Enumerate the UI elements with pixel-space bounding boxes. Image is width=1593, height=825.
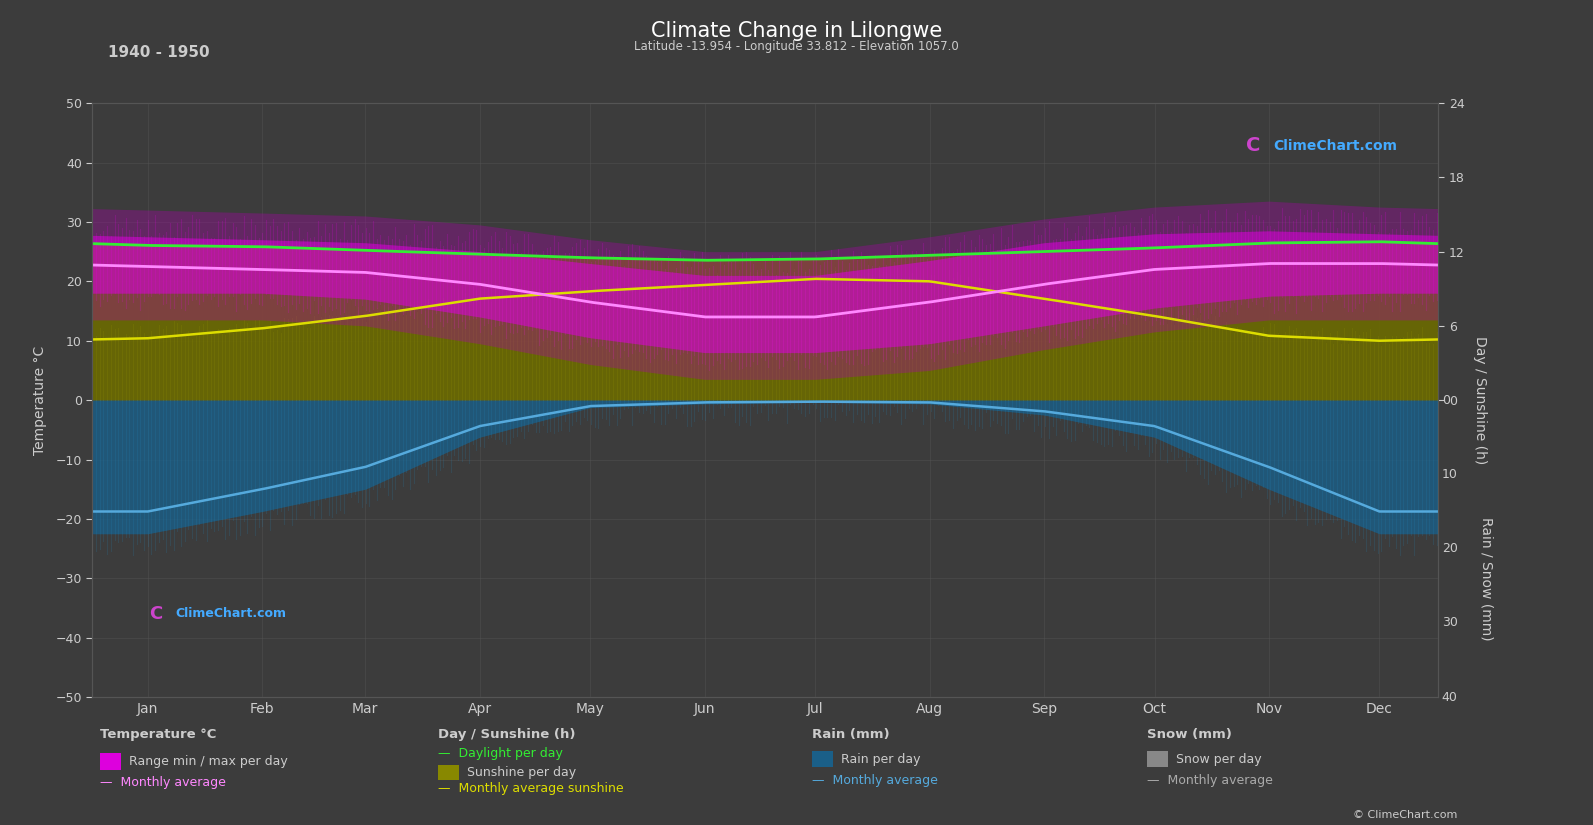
- Text: —  Monthly average: — Monthly average: [812, 774, 938, 787]
- Text: 30: 30: [1442, 616, 1458, 629]
- Text: Range min / max per day: Range min / max per day: [129, 755, 288, 768]
- Text: C: C: [148, 605, 162, 623]
- Text: ClimeChart.com: ClimeChart.com: [1273, 139, 1397, 153]
- Text: Rain / Snow (mm): Rain / Snow (mm): [1480, 516, 1493, 640]
- Text: Rain per day: Rain per day: [841, 752, 921, 766]
- Y-axis label: Day / Sunshine (h): Day / Sunshine (h): [1474, 336, 1486, 464]
- Text: Snow per day: Snow per day: [1176, 752, 1262, 766]
- Text: Climate Change in Lilongwe: Climate Change in Lilongwe: [652, 21, 941, 40]
- Text: 10: 10: [1442, 468, 1458, 481]
- Text: —  Monthly average: — Monthly average: [100, 776, 226, 790]
- Text: © ClimeChart.com: © ClimeChart.com: [1352, 810, 1458, 820]
- Text: Temperature °C: Temperature °C: [100, 728, 217, 742]
- Text: Rain (mm): Rain (mm): [812, 728, 890, 742]
- Text: Latitude -13.954 - Longitude 33.812 - Elevation 1057.0: Latitude -13.954 - Longitude 33.812 - El…: [634, 40, 959, 53]
- Text: Snow (mm): Snow (mm): [1147, 728, 1231, 742]
- Text: 1940 - 1950: 1940 - 1950: [108, 45, 210, 60]
- Text: Sunshine per day: Sunshine per day: [467, 766, 577, 779]
- Text: —  Monthly average sunshine: — Monthly average sunshine: [438, 782, 624, 795]
- Y-axis label: Temperature °C: Temperature °C: [33, 346, 48, 455]
- Text: 40: 40: [1442, 691, 1458, 704]
- Text: 20: 20: [1442, 542, 1458, 555]
- Text: ClimeChart.com: ClimeChart.com: [175, 607, 287, 620]
- Text: Day / Sunshine (h): Day / Sunshine (h): [438, 728, 575, 742]
- Text: C: C: [1246, 136, 1260, 155]
- Text: —  Daylight per day: — Daylight per day: [438, 747, 562, 760]
- Text: —  Monthly average: — Monthly average: [1147, 774, 1273, 787]
- Text: 0: 0: [1442, 394, 1450, 407]
